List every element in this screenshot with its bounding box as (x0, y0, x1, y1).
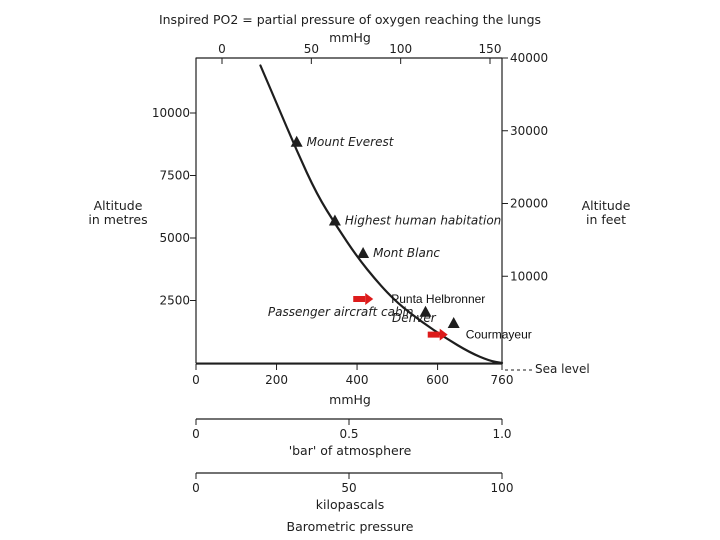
top-tick-label: 0 (218, 42, 226, 56)
overlay-text: Punta Helbronner (391, 292, 485, 306)
altitude-pressure-curve (259, 64, 504, 365)
kilopascals-tick-label: 100 (491, 481, 514, 495)
top-tick-label: 150 (479, 42, 502, 56)
bar-tick-label: 0.5 (339, 427, 358, 441)
kilopascals-tick-label: 50 (341, 481, 356, 495)
right-tick-label: 20000 (510, 197, 548, 211)
right-tick-label: 40000 (510, 51, 548, 65)
marker-triangle (290, 135, 303, 147)
annotation-label: Mont Blanc (373, 246, 440, 260)
annotation-label: Passenger aircraft cabin (268, 305, 414, 319)
kilopascals-axis-title: kilopascals (316, 497, 384, 512)
overlay-text: Courmayeur (466, 328, 532, 342)
bottom-tick-label: 400 (346, 373, 369, 387)
left-tick-label: 2500 (159, 294, 190, 308)
bottom-tick-label: 0 (192, 373, 200, 387)
bar-tick-label: 0 (192, 427, 200, 441)
right-tick-label: 10000 (510, 269, 548, 283)
left-tick-label: 5000 (159, 231, 190, 245)
top-axis-unit: mmHg (329, 30, 371, 45)
left-tick-label: 7500 (159, 169, 190, 183)
annotation-label: Mount Everest (307, 135, 395, 149)
red-arrow-shaft (353, 296, 366, 302)
right-axis-title: Altitude in feet (582, 198, 631, 227)
left-tick-label: 10000 (152, 106, 190, 120)
overlay-marker (353, 293, 374, 305)
marker-triangle (328, 214, 341, 226)
red-arrow-shaft (427, 331, 440, 338)
bar-axis-title: 'bar' of atmosphere (289, 443, 412, 458)
sea-level-label: Sea level (535, 362, 590, 376)
annotation-label: Highest human habitation (345, 214, 501, 228)
top-tick-label: 50 (304, 42, 319, 56)
bottom-tick-label: 600 (426, 373, 449, 387)
bottom-tick-label: 200 (265, 373, 288, 387)
annotation-label: Denver (392, 311, 437, 325)
left-axis-title: Altitude in metres (88, 198, 147, 227)
bottom-axis-unit: mmHg (329, 392, 371, 407)
right-tick-label: 30000 (510, 124, 548, 138)
red-arrow-head (365, 293, 374, 305)
marker-triangle (419, 305, 432, 317)
marker-triangle (357, 247, 370, 258)
red-arrow-head (439, 328, 448, 341)
chart-title: Inspired PO2 = partial pressure of oxyge… (159, 12, 541, 27)
bar-tick-label: 1.0 (492, 427, 511, 441)
figure-caption: Barometric pressure (287, 519, 414, 534)
top-tick-label: 100 (389, 42, 412, 56)
kilopascals-tick-label: 0 (192, 481, 200, 495)
marker-triangle (447, 317, 460, 328)
bottom-tick-label: 760 (491, 373, 514, 387)
overlay-marker (427, 328, 448, 341)
